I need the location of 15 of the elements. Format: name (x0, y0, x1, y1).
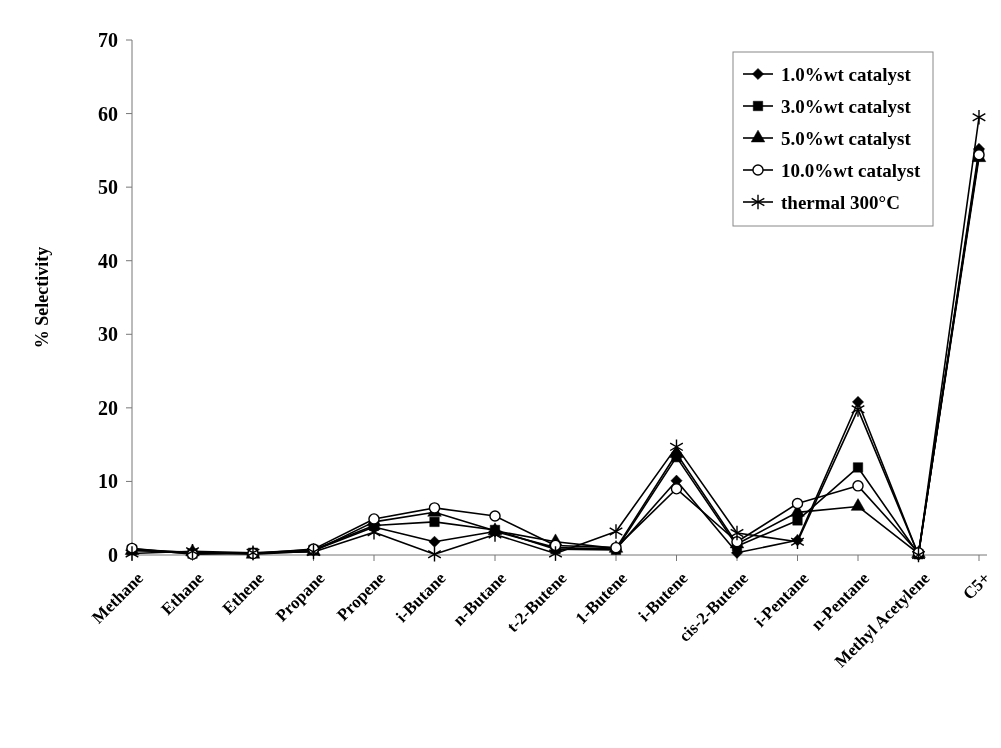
legend-label: 3.0%wt catalyst (781, 95, 912, 117)
y-tick-label: 60 (98, 102, 118, 125)
y-tick-label: 20 (98, 396, 118, 419)
y-tick-label: 40 (98, 249, 118, 272)
y-tick-label: 10 (98, 470, 118, 493)
legend-label: 5.0%wt catalyst (781, 127, 912, 149)
y-tick-label: 70 (98, 29, 118, 51)
legend-label: 1.0%wt catalyst (781, 63, 912, 85)
y-tick-label: 30 (98, 323, 118, 346)
y-tick-label: 0 (108, 544, 118, 566)
y-axis-title: % Selectivity (32, 246, 52, 349)
legend-label: 10.0%wt catalyst (781, 159, 921, 181)
y-tick-label: 50 (98, 176, 118, 199)
x-tick-label: C5+ (959, 568, 995, 604)
legend-label: thermal 300°C (781, 191, 900, 213)
